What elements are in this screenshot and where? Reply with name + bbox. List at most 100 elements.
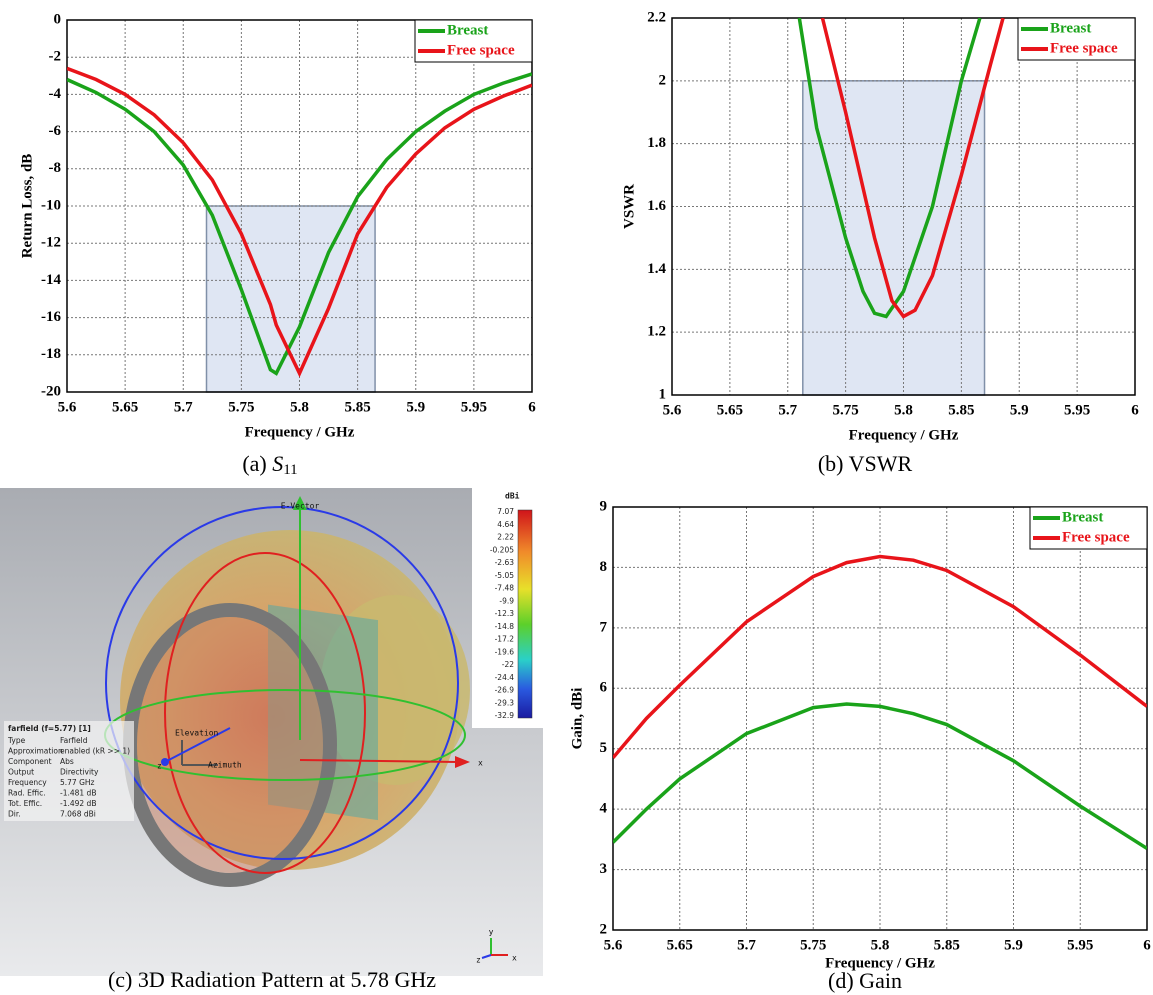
info-value: 5.77 GHz — [60, 778, 95, 787]
y-tick-label: -4 — [49, 86, 62, 102]
shaded-region — [803, 81, 985, 395]
y-tick-label: -12 — [41, 235, 61, 251]
legend-label: Free space — [1062, 529, 1130, 545]
colorbar-label: -32.9 — [495, 711, 515, 720]
info-value: Farfield — [60, 736, 88, 745]
y-tick-label: 0 — [54, 11, 62, 27]
x-tick-label: 5.9 — [406, 399, 425, 415]
y-tick-label: -16 — [41, 309, 61, 325]
y-tick-label: -6 — [49, 123, 62, 139]
farfield-render: E-Vector Elevation Azimuth x z dBi y z x… — [0, 488, 543, 976]
info-value: 7.068 dBi — [60, 810, 96, 819]
info-key: Type — [7, 736, 26, 745]
x-tick-label: 6 — [1131, 402, 1139, 418]
y-tick-label: 7 — [600, 619, 608, 635]
triad-z-label: z — [476, 956, 481, 965]
colorbar-label: -12.3 — [495, 609, 515, 618]
y-tick-label: 4 — [600, 801, 608, 817]
colorbar — [518, 510, 532, 718]
colorbar-label: -9.9 — [499, 596, 514, 605]
legend-label: Free space — [1050, 40, 1118, 56]
info-key: Tot. Effic. — [7, 799, 42, 808]
y-tick-label: 2 — [600, 921, 608, 937]
legend-label: Breast — [447, 22, 488, 38]
x-tick-label: 5.6 — [663, 402, 682, 418]
y-tick-label: 1.8 — [647, 135, 666, 151]
x-tick-label: 5.65 — [667, 937, 693, 953]
caption-subscript: 11 — [283, 462, 297, 478]
y-tick-label: -2 — [49, 49, 62, 65]
info-value: -1.481 dB — [60, 789, 96, 798]
plot-frame — [613, 507, 1147, 930]
x-tick-label: 5.85 — [934, 937, 960, 953]
x-tick-label: 5.7 — [174, 399, 193, 415]
x-tick-label: 5.95 — [1067, 937, 1093, 953]
y-tick-label: 1.4 — [647, 261, 666, 277]
figure: E-Vector Elevation Azimuth x z dBi y z x… — [0, 0, 1153, 995]
x-tick-label: 5.6 — [58, 399, 77, 415]
colorbar-label: -26.9 — [495, 686, 515, 695]
caption-d: (d) Gain — [828, 968, 902, 993]
info-value: enabled (kR >> 1) — [60, 747, 130, 756]
colorbar-label: -7.48 — [495, 584, 515, 593]
caption-prefix: (a) — [242, 451, 266, 476]
y-tick-label: 1 — [659, 386, 667, 402]
e-vector-label: E-Vector — [281, 502, 320, 511]
colorbar-label: -5.05 — [495, 571, 515, 580]
azimuth-label: Azimuth — [208, 761, 242, 770]
y-tick-label: 9 — [600, 498, 608, 514]
info-value: -1.492 dB — [60, 799, 96, 808]
ring-face — [137, 617, 323, 873]
x-tick-label: 5.85 — [345, 399, 371, 415]
y-tick-label: 1.2 — [647, 324, 666, 340]
x-tick-label: 5.75 — [833, 402, 859, 418]
info-title: farfield (f=5.77) [1] — [8, 724, 91, 733]
x-tick-label: 5.8 — [871, 937, 890, 953]
legend-label: Free space — [447, 42, 515, 58]
y-tick-label: -10 — [41, 197, 61, 213]
y-axis-label: Gain, dBi — [569, 688, 585, 750]
caption-b: (b) VSWR — [818, 451, 913, 476]
x-tick-label: 5.65 — [112, 399, 138, 415]
x-tick-label: 5.9 — [1004, 937, 1023, 953]
y-tick-label: 2 — [659, 72, 667, 88]
colorbar-label: 4.64 — [497, 520, 514, 529]
info-key: Dir. — [8, 810, 21, 819]
x-tick-label: 5.8 — [894, 402, 913, 418]
shaded-region — [207, 206, 376, 392]
x-axis-label: Frequency / GHz — [245, 424, 355, 440]
colorbar-label: -19.6 — [495, 647, 515, 656]
y-tick-label: -14 — [41, 272, 61, 288]
info-value: Directivity — [60, 768, 99, 777]
colorbar-label: -0.205 — [490, 545, 514, 554]
x-tick-label: 6 — [528, 399, 536, 415]
y-tick-label: -20 — [41, 383, 61, 399]
x-tick-label: 5.95 — [1064, 402, 1090, 418]
legend-label: Breast — [1050, 20, 1091, 36]
x-tick-label: 5.7 — [737, 937, 756, 953]
x-tick-label: 5.85 — [948, 402, 974, 418]
origin — [161, 758, 169, 766]
caption-symbol: S — [272, 451, 283, 476]
colorbar-label: -2.63 — [495, 558, 515, 567]
y-tick-label: 8 — [600, 559, 608, 575]
colorbar-label: 2.22 — [497, 533, 514, 542]
x-tick-label: 5.8 — [290, 399, 309, 415]
x-tick-label: 5.75 — [800, 937, 826, 953]
elevation-label: Elevation — [175, 729, 219, 738]
legend-label: Breast — [1062, 509, 1103, 525]
y-tick-label: 3 — [600, 861, 608, 877]
info-key: Output — [8, 768, 34, 777]
x-axis-label: Frequency / GHz — [849, 427, 959, 443]
x-tick-label: 5.6 — [604, 937, 623, 953]
x-tick-label: 5.75 — [228, 399, 254, 415]
y-axis-label: VSWR — [621, 184, 637, 229]
y-tick-label: 5 — [600, 740, 608, 756]
x-tick-label: 5.7 — [778, 402, 797, 418]
caption-a: (a) S11 — [242, 451, 297, 478]
info-key: Component — [8, 757, 52, 766]
x-tick-label: 6 — [1143, 937, 1151, 953]
y-axis-label: Return Loss, dB — [19, 154, 35, 259]
triad-x-label: x — [512, 954, 517, 963]
caption-c: (c) 3D Radiation Pattern at 5.78 GHz — [108, 967, 436, 992]
